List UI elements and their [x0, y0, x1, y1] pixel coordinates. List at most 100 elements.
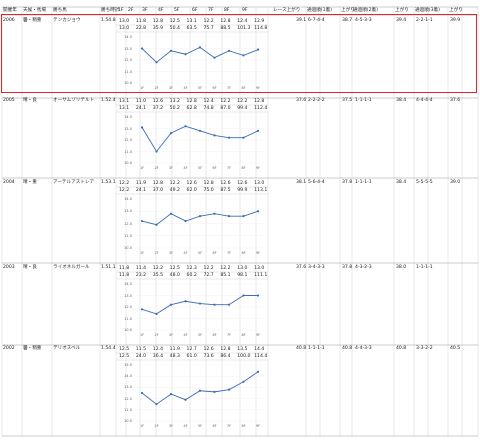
- row-weather: 晴・重: [23, 180, 37, 185]
- row-up-1: 38.7: [342, 18, 353, 23]
- chart-y-tick: 11.0: [124, 69, 133, 74]
- cum-cell: 48.3: [169, 354, 180, 359]
- lap-cell: 12.4: [203, 99, 214, 104]
- chart-x-tick: 4F: [183, 251, 188, 255]
- cum-cell: 24.0: [135, 354, 147, 359]
- lap-cell: 12.9: [254, 19, 265, 24]
- lap-point: [155, 61, 158, 64]
- row-up-3: 39.0: [450, 180, 461, 185]
- chart-y-tick: 13.0: [124, 385, 133, 390]
- chart-x-tick: 2F: [154, 166, 159, 170]
- row-passing-2: 4-5-3-3: [355, 18, 372, 23]
- cum-cell: 99.4: [237, 106, 248, 111]
- row-year: 2005: [3, 98, 15, 103]
- chart-x-tick: 3F: [169, 166, 174, 170]
- lap-series-line: [141, 295, 258, 315]
- chart-y-tick: 10.0: [124, 328, 133, 332]
- row-race-up: 38.1: [296, 180, 307, 185]
- lap-point: [184, 398, 187, 401]
- chart-y-tick: 11.0: [124, 407, 133, 412]
- row-passing-1: 6-7-4-4: [308, 18, 325, 23]
- lap-point: [213, 134, 216, 137]
- chart-y-tick: 13.0: [124, 126, 133, 131]
- row-weather: 晴・良: [23, 265, 37, 270]
- cum-cell: 13.0: [119, 26, 130, 31]
- lap-point: [155, 312, 158, 315]
- lap-point: [213, 212, 216, 215]
- header-winner: 勝ち馬: [53, 8, 67, 13]
- chart-x-tick: 1F: [140, 251, 145, 255]
- cum-cell: 37.0: [152, 188, 163, 193]
- chart-x-tick: 6F: [212, 424, 217, 428]
- lap-cell: 13.5: [237, 347, 248, 352]
- lap-point: [169, 49, 173, 52]
- lap-cell: 14.4: [254, 347, 265, 352]
- chart-x-tick: 9F: [256, 166, 261, 170]
- cum-cell: 113.1: [254, 188, 268, 193]
- chart-x-tick: 4F: [183, 86, 188, 90]
- chart-x-tick: 6F: [212, 86, 217, 90]
- row-race-up: 37.6: [296, 265, 307, 270]
- chart-y-tick: 11.0: [124, 149, 133, 154]
- row-passing-3: 4-4-4-4: [416, 98, 433, 103]
- lap-point: [242, 380, 245, 383]
- lap-cell: 12.2: [169, 181, 180, 186]
- header-furlong: 7F: [208, 8, 214, 13]
- lap-cell: 11.9: [135, 181, 147, 186]
- row-passing-3: 5-5-5-5: [416, 180, 433, 185]
- chart-y-tick: 14.0: [124, 282, 133, 286]
- cum-cell: 75.7: [203, 26, 214, 31]
- cum-cell: 114.8: [254, 26, 268, 31]
- cum-cell: 60.2: [186, 273, 197, 278]
- cum-cell: 86.4: [220, 354, 231, 359]
- row-passing-3: 1-1-1-1: [416, 265, 433, 270]
- row-weather: 晴・良: [23, 98, 37, 103]
- lap-point: [184, 219, 187, 223]
- lap-cell: 12.2: [152, 266, 163, 271]
- chart-x-tick: 7F: [227, 333, 232, 337]
- chart-x-tick: 4F: [183, 166, 188, 170]
- row-time: 1.51.1: [101, 265, 116, 270]
- cum-cell: 62.8: [186, 106, 197, 111]
- lap-series-line: [141, 371, 259, 405]
- lap-cell: 12.4: [152, 347, 163, 352]
- chart-y-tick: 10.0: [124, 419, 133, 423]
- lap-cell: 12.2: [237, 99, 248, 104]
- lap-point: [140, 308, 144, 311]
- row-time: 1.54.8: [101, 18, 116, 23]
- chart-x-tick: 7F: [227, 86, 232, 90]
- lap-cell: 13.0: [254, 266, 265, 271]
- lap-cell: 12.8: [220, 19, 231, 24]
- cum-cell: 23.2: [135, 273, 147, 278]
- row-passing-2: 4-3-2-3: [355, 265, 372, 270]
- lap-cell: 13.1: [186, 19, 197, 24]
- lap-point: [155, 150, 158, 153]
- row-up-2: 38.0: [396, 265, 407, 270]
- lap-point: [227, 388, 231, 391]
- chart-x-tick: 4F: [183, 333, 188, 337]
- chart-x-tick: 9F: [256, 86, 261, 90]
- lap-cell: 12.2: [220, 266, 231, 271]
- lap-cell: 12.6: [220, 181, 231, 186]
- row-winner: ライオネルガール: [53, 265, 90, 270]
- chart-x-tick: 8F: [241, 166, 246, 170]
- cum-cell: 36.4: [152, 354, 163, 359]
- cum-cell: 88.5: [220, 26, 231, 31]
- chart-x-tick: 2F: [154, 424, 159, 428]
- row-passing-1: 2-2-2-2: [308, 98, 325, 103]
- lap-cell: 13.0: [119, 19, 130, 24]
- cum-cell: 35.9: [152, 26, 163, 31]
- row-passing-3: 3-3-2-2: [416, 346, 433, 351]
- lap-point: [227, 136, 231, 139]
- cum-cell: 48.0: [169, 273, 180, 278]
- row-up-3: 37.6: [450, 98, 461, 103]
- lap-point: [140, 47, 144, 50]
- cum-cell: 22.8: [135, 26, 147, 31]
- lap-point: [242, 54, 245, 57]
- lap-point: [155, 403, 158, 406]
- cum-cell: 73.6: [203, 354, 214, 359]
- chart-y-tick: 13.0: [124, 293, 133, 298]
- chart-y-tick: 11.0: [124, 233, 133, 238]
- row-race-up: 37.6: [296, 98, 307, 103]
